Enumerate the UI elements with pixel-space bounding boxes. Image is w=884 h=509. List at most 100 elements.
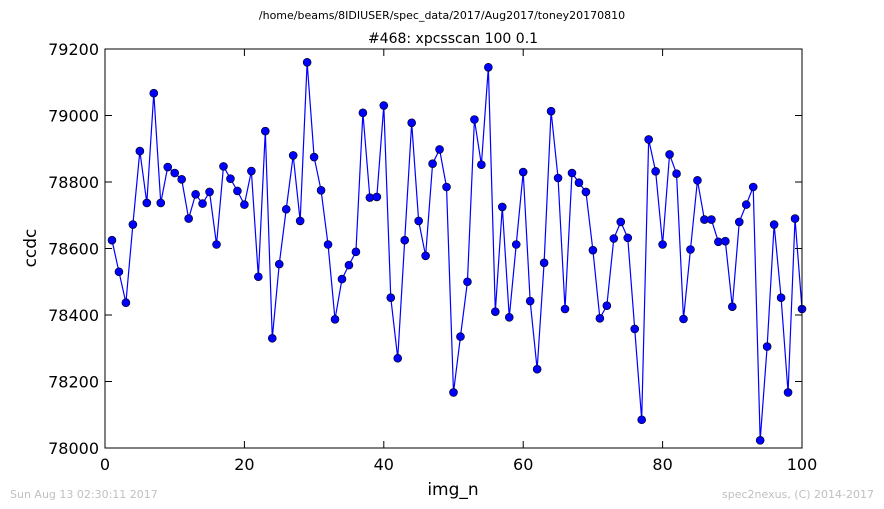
data-point	[637, 415, 646, 425]
footer-timestamp: Sun Aug 13 02:30:11 2017	[10, 488, 158, 501]
data-point	[553, 173, 563, 183]
footer-credit: spec2nexus, (C) 2014-2017	[722, 488, 874, 501]
data-point	[344, 260, 354, 270]
data-point	[337, 274, 347, 284]
data-point	[281, 204, 291, 214]
x-tick-label: 20	[234, 455, 254, 474]
series-line	[111, 62, 803, 441]
data-point	[602, 301, 612, 310]
data-point	[525, 296, 535, 306]
data-point	[386, 293, 396, 303]
data-point	[470, 115, 479, 124]
data-point	[219, 162, 228, 171]
data-point	[595, 314, 605, 323]
x-tick-label: 60	[513, 455, 533, 474]
data-point	[435, 145, 444, 154]
data-point	[679, 314, 688, 324]
data-point	[121, 298, 131, 308]
data-point	[762, 342, 772, 351]
data-point	[616, 217, 626, 227]
data-point	[379, 101, 389, 110]
chart-title: #468: xpcsscan 100 0.1	[368, 31, 538, 47]
data-point	[477, 160, 486, 170]
data-point	[532, 364, 542, 374]
data-point	[184, 214, 193, 223]
data-point	[212, 240, 221, 249]
data-point	[707, 215, 716, 224]
data-point	[421, 251, 430, 261]
data-point	[484, 62, 493, 72]
data-point	[107, 235, 117, 245]
data-point	[665, 150, 674, 159]
data-point	[142, 198, 152, 208]
data-point	[135, 146, 145, 156]
data-point	[755, 436, 765, 445]
data-point	[734, 217, 744, 227]
data-point	[400, 235, 410, 245]
data-point	[274, 259, 284, 269]
data-point	[560, 304, 570, 314]
data-point	[741, 200, 751, 209]
figure-suptitle: /home/beams/8IDIUSER/spec_data/2017/Aug2…	[258, 9, 626, 22]
data-point	[233, 186, 242, 196]
data-point	[511, 240, 521, 249]
data-point	[449, 388, 458, 397]
x-tick-label: 80	[652, 455, 672, 474]
x-tick-label: 0	[100, 455, 110, 474]
y-tick-label: 78800	[48, 173, 99, 192]
data-point	[776, 293, 786, 303]
y-tick-label: 79200	[48, 40, 99, 59]
data-point	[769, 220, 779, 229]
plot-area	[107, 57, 807, 445]
data-point	[240, 200, 249, 209]
data-point	[497, 202, 507, 212]
data-point	[309, 152, 319, 162]
data-point	[372, 192, 382, 202]
data-point	[295, 216, 305, 226]
data-point	[783, 388, 793, 397]
data-point	[630, 324, 640, 334]
data-point	[247, 166, 256, 176]
data-point	[463, 277, 472, 287]
data-point	[358, 108, 368, 118]
data-point	[302, 57, 312, 67]
y-axis-label: ccdc	[21, 229, 41, 268]
data-point	[351, 247, 361, 257]
x-tick-label: 40	[374, 455, 394, 474]
x-axis-label: img_n	[427, 480, 478, 500]
data-point	[156, 198, 166, 208]
data-point	[748, 182, 758, 192]
data-point	[581, 187, 591, 197]
data-point	[672, 169, 681, 178]
data-point	[163, 162, 173, 172]
y-axis: 78000 78200 78400 78600 78800 79000 79200	[48, 40, 802, 458]
x-tick-label: 100	[787, 455, 818, 474]
data-point	[267, 333, 277, 343]
data-point	[177, 175, 186, 184]
data-point	[623, 233, 633, 243]
data-point	[330, 315, 340, 324]
data-point	[518, 167, 528, 177]
data-point	[254, 272, 263, 282]
data-point	[609, 234, 619, 243]
data-point	[323, 240, 333, 249]
data-point	[686, 245, 695, 254]
y-tick-label: 79000	[48, 107, 99, 126]
data-point	[727, 302, 737, 311]
y-tick-label: 78600	[48, 240, 99, 259]
data-point	[456, 332, 465, 341]
data-point	[191, 190, 200, 199]
y-tick-label: 78200	[48, 373, 99, 392]
data-point	[721, 236, 730, 246]
data-point	[546, 106, 556, 116]
y-tick-label: 78000	[48, 439, 99, 458]
data-point	[393, 353, 403, 363]
data-point	[693, 176, 702, 185]
data-point	[539, 258, 549, 268]
data-point	[198, 199, 207, 208]
data-point	[205, 187, 214, 197]
data-point	[567, 168, 577, 178]
data-point	[414, 216, 423, 226]
data-point	[261, 126, 270, 136]
